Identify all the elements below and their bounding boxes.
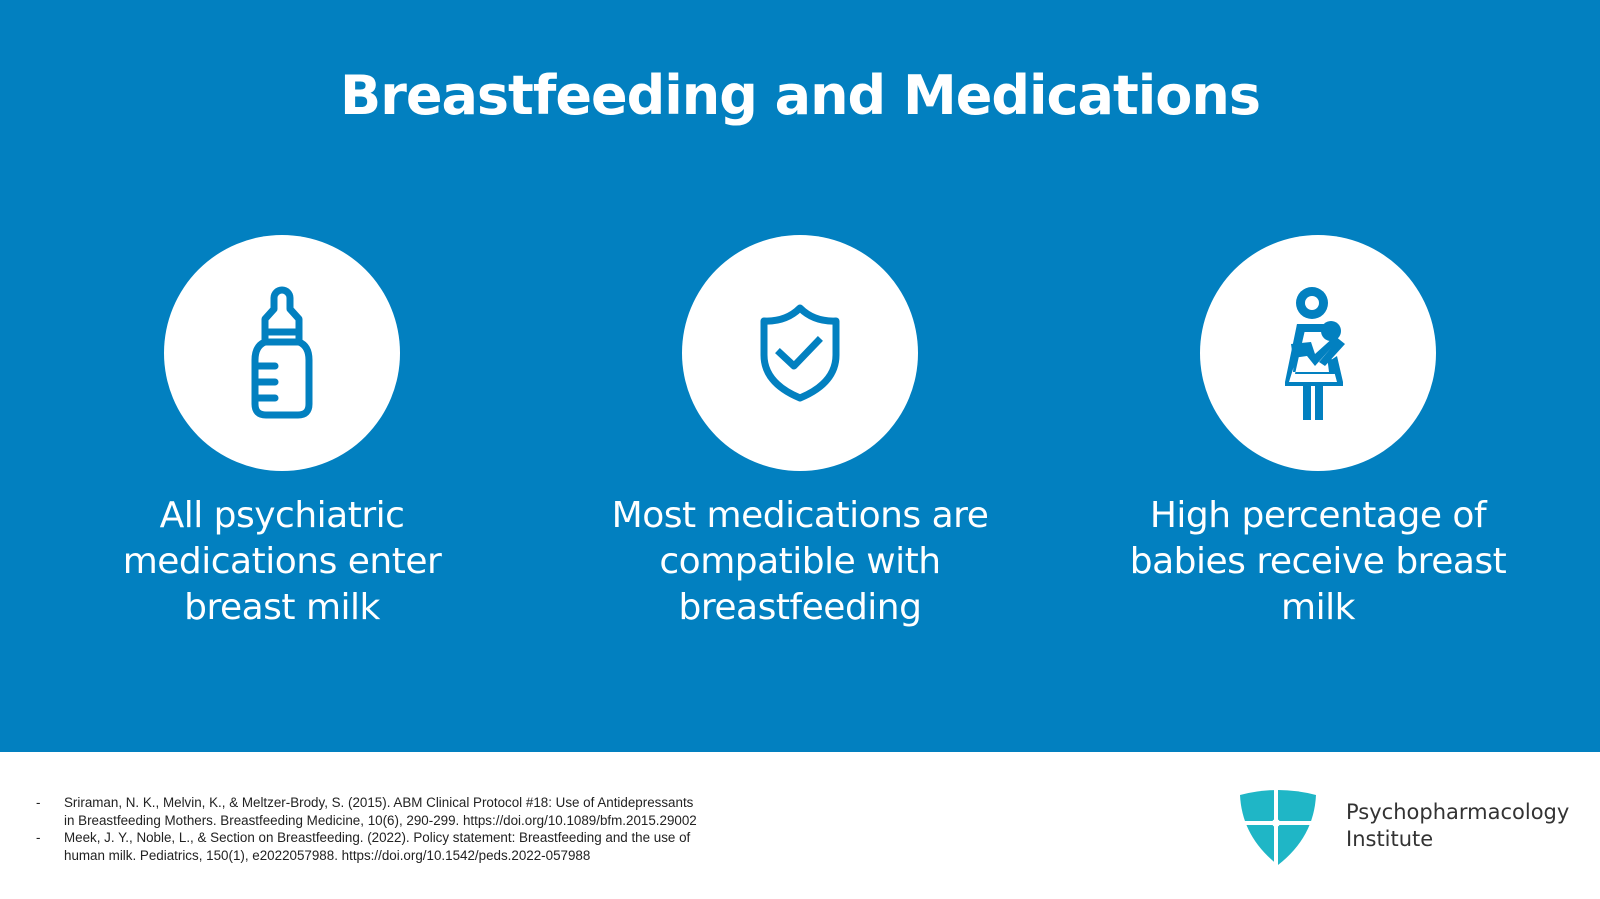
references-list: - Sriraman, N. K., Melvin, K., & Meltzer… <box>36 794 796 864</box>
shield-check-icon <box>760 304 840 402</box>
caption-line: breast milk <box>184 587 380 628</box>
footer: - Sriraman, N. K., Melvin, K., & Meltzer… <box>0 752 1600 899</box>
baby-bottle-icon <box>251 286 313 419</box>
icon-circle <box>1200 235 1436 471</box>
logo-text-line1: Psychopharmacology <box>1346 800 1570 824</box>
reference-line: human milk. Pediatrics, 150(1), e2022057… <box>64 847 591 863</box>
caption-line: medications enter <box>122 541 442 582</box>
reference-item: - Meek, J. Y., Noble, L., & Section on B… <box>36 829 796 864</box>
card-caption: High percentage of babies receive breast… <box>1108 493 1528 631</box>
caption-line: milk <box>1281 587 1355 628</box>
reference-line: Meek, J. Y., Noble, L., & Section on Bre… <box>64 830 691 846</box>
caption-line: High percentage of <box>1149 495 1487 536</box>
card-medications-enter-milk: All psychiatric medications enter breast… <box>72 235 492 655</box>
card-caption: Most medications are compatible with bre… <box>590 493 1010 631</box>
reference-bullet: - <box>36 830 41 846</box>
shield-cross-logo-icon <box>1238 787 1318 865</box>
slide-title: Breastfeeding and Medications <box>340 64 1261 127</box>
card-caption: All psychiatric medications enter breast… <box>72 493 492 631</box>
caption-line: breastfeeding <box>678 587 922 628</box>
caption-line: All psychiatric <box>159 495 405 536</box>
icon-circle <box>164 235 400 471</box>
card-medications-compatible: Most medications are compatible with bre… <box>590 235 1010 655</box>
caption-line: babies receive breast <box>1129 541 1507 582</box>
mother-holding-baby-icon <box>1285 287 1345 420</box>
logo-text: Psychopharmacology Institute <box>1346 799 1569 853</box>
reference-bullet: - <box>36 795 41 810</box>
reference-line: Sriraman, N. K., Melvin, K., & Meltzer-B… <box>64 795 694 810</box>
psychopharmacology-institute-logo: Psychopharmacology Institute <box>1238 786 1569 866</box>
slide-main-panel: Breastfeeding and Medications All psychi… <box>0 0 1600 752</box>
caption-line: compatible with <box>659 541 941 582</box>
card-babies-receive-milk: High percentage of babies receive breast… <box>1108 235 1528 655</box>
logo-text-line2: Institute <box>1346 827 1434 851</box>
reference-item: - Sriraman, N. K., Melvin, K., & Meltzer… <box>36 794 796 829</box>
caption-line: Most medications are <box>611 495 989 536</box>
reference-line: in Breastfeeding Mothers. Breastfeeding … <box>64 812 697 828</box>
icon-circle <box>682 235 918 471</box>
